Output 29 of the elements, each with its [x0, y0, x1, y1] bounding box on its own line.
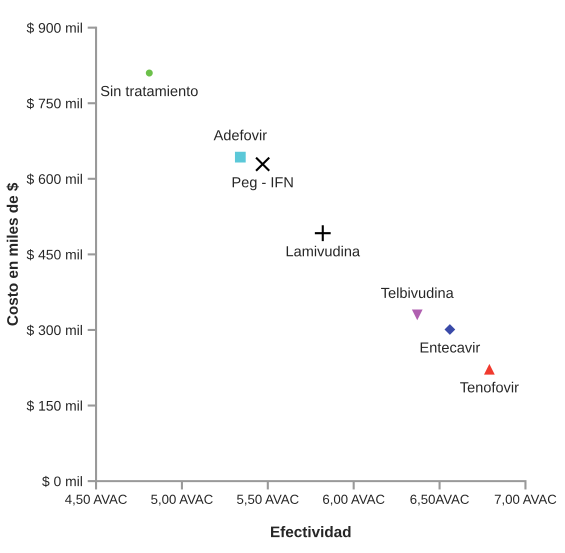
point [484, 364, 495, 375]
series-label: Sin tratamiento [100, 85, 198, 96]
point [412, 309, 423, 320]
series-label: Telbivudina [381, 287, 454, 298]
point [444, 324, 456, 335]
y-axis-title: Costo en miles de $ [6, 182, 19, 326]
point [146, 70, 153, 76]
x-tick-label: 6,00 AVAC [323, 494, 384, 506]
series-label: Tenofovir [460, 382, 519, 392]
series-label: Entecavir [420, 342, 480, 353]
point [255, 156, 270, 172]
x-tick-label: 7,00 AVAC [494, 494, 556, 506]
y-tick-label: $ 300 mil [26, 324, 82, 336]
series-label: Adefovir [214, 130, 267, 140]
y-tick-label: $ 900 mil [26, 22, 82, 34]
y-tick-label: $ 150 mil [26, 400, 82, 412]
x-axis-title: Efectividad [271, 526, 350, 538]
x-tick-label: 6,50AVAC [410, 494, 469, 506]
y-tick-label: $ 600 mil [26, 174, 82, 185]
x-tick-label: 4,50 AVAC [65, 494, 127, 506]
series-label: Lamivudina [286, 246, 360, 256]
point [314, 224, 332, 242]
y-tick-label: $ 750 mil [26, 98, 82, 110]
point [234, 152, 246, 163]
y-tick-label: $ 0 mil [42, 476, 82, 488]
x-tick-label: 5,00 AVAC [151, 494, 213, 506]
x-tick-label: 5,50 AVAC [237, 494, 299, 506]
y-tick-label: $ 450 mil [26, 249, 82, 260]
series-label: Peg - IFN [232, 177, 293, 190]
